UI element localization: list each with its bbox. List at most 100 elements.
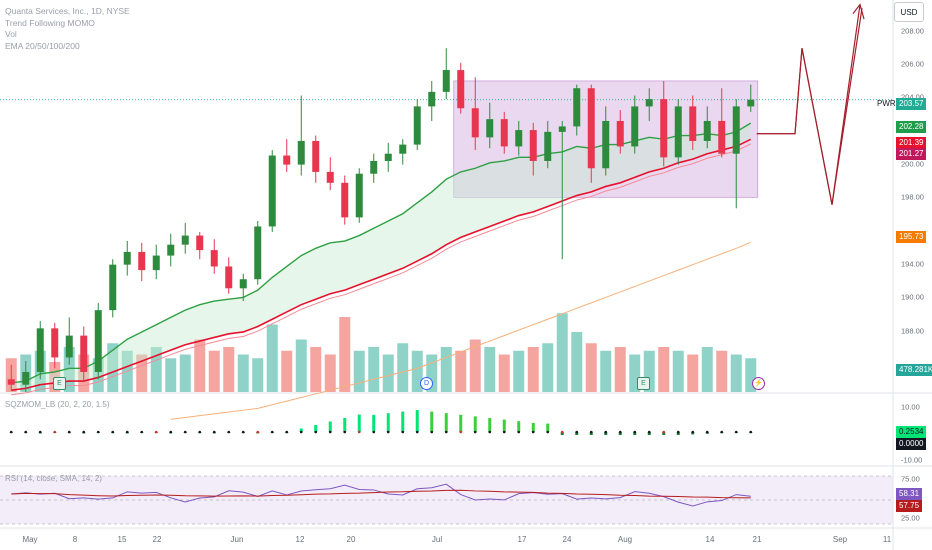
volume-bar	[513, 350, 525, 392]
volume-bar	[600, 350, 612, 392]
candle-body	[689, 106, 697, 141]
volume-bar	[745, 358, 757, 392]
earnings-badge[interactable]: E	[637, 377, 650, 390]
candle-body	[587, 88, 595, 169]
volume-bar	[556, 313, 568, 392]
volume-bar	[339, 317, 351, 392]
volume-bar	[368, 347, 380, 392]
squeeze-dot	[24, 430, 28, 434]
squeeze-dot	[357, 430, 361, 434]
squeeze-dot	[328, 430, 332, 434]
candle-body	[515, 130, 523, 147]
momentum-bar	[502, 419, 506, 432]
momentum-bar	[647, 432, 651, 435]
candle-body	[399, 144, 407, 154]
candle-body	[645, 99, 653, 107]
squeeze-dot	[691, 430, 695, 434]
time-axis-label: 14	[705, 535, 715, 544]
squeeze-dot	[38, 430, 42, 434]
volume-bar	[426, 354, 438, 392]
volume-bar	[672, 350, 684, 392]
time-axis-label: 12	[295, 535, 305, 544]
candle-body	[341, 182, 349, 218]
momentum-bar	[546, 423, 550, 432]
candle-body	[370, 160, 378, 174]
legend-symbol[interactable]: Quanta Services, Inc., 1D, NYSE	[5, 6, 130, 16]
volume-bar	[353, 350, 365, 392]
candle-body	[283, 155, 291, 165]
volume-bar	[179, 354, 191, 392]
earnings-badge[interactable]: E	[53, 377, 66, 390]
squeeze-dot	[67, 430, 71, 434]
momentum-bar	[401, 411, 405, 432]
legend-indicator-ema[interactable]: EMA 20/50/100/200	[5, 40, 80, 51]
squeeze-dot	[372, 430, 376, 434]
time-axis-label: 11	[882, 535, 892, 544]
momentum-bar	[357, 414, 361, 432]
volume-bar	[527, 347, 539, 392]
momentum-bar	[575, 432, 579, 435]
volume-bar	[585, 343, 597, 392]
momentum-bar	[560, 432, 564, 435]
candle-body	[747, 99, 755, 107]
time-axis-label: 8	[72, 535, 78, 544]
candle-body	[181, 235, 189, 245]
candle-body	[413, 106, 421, 145]
momentum-bar	[386, 413, 390, 432]
squeeze-dot	[604, 430, 608, 434]
legend-indicator-vol[interactable]: Vol	[5, 29, 17, 39]
momentum-bar	[444, 413, 448, 432]
candle-body	[384, 153, 392, 161]
candle-body	[210, 250, 218, 267]
squeeze-dot	[720, 430, 724, 434]
price-axis-label: 198.00	[901, 192, 924, 202]
ema-fast-line	[11, 122, 752, 384]
rsi-pane-label[interactable]: RSI (14, close, SMA, 14, 2)	[5, 474, 102, 483]
event-flash-badge[interactable]: ⚡	[752, 377, 765, 390]
momentum-axis-label: 10.00	[901, 402, 920, 412]
squeeze-dot	[749, 430, 753, 434]
candle-body	[442, 70, 450, 92]
squeeze-dot	[488, 430, 492, 434]
legend-indicator-momo[interactable]: Trend Following MOMO	[5, 17, 95, 28]
currency-button[interactable]: USD	[894, 2, 924, 22]
squeeze-dot	[401, 430, 405, 434]
squeeze-dot	[212, 430, 216, 434]
squeeze-dot	[560, 430, 564, 434]
candle-body	[703, 120, 711, 141]
volume-bar	[266, 324, 278, 392]
squeeze-dot	[343, 430, 347, 434]
ema-fast-tag: 202.28	[896, 121, 927, 133]
volume-bar	[701, 347, 713, 392]
squeeze-dot	[227, 430, 231, 434]
price-axis-label: 204.00	[901, 92, 924, 102]
candle-body	[297, 140, 305, 165]
last-price-tag: 203.57	[896, 98, 927, 110]
momentum-bar	[473, 416, 477, 432]
time-axis-label: 20	[346, 535, 356, 544]
candle-body	[80, 335, 88, 372]
squeeze-dot	[140, 430, 144, 434]
squeeze-dot	[198, 430, 202, 434]
candle-body	[326, 171, 334, 183]
momentum-bar	[314, 425, 318, 432]
volume-bar	[382, 354, 394, 392]
candle-body	[732, 106, 740, 154]
momentum-bar	[517, 421, 521, 432]
time-axis-label: 17	[517, 535, 527, 544]
candle-body	[718, 120, 726, 154]
volume-bar	[237, 354, 249, 392]
momentum-bar	[343, 418, 347, 432]
candle-body	[65, 335, 73, 358]
projection-arrowhead	[852, 3, 865, 20]
volume-bar	[730, 354, 742, 392]
dividend-badge[interactable]: D	[420, 377, 433, 390]
rsi-ma-tag: 57.75	[896, 500, 923, 512]
momentum-value-tag: 0.2534	[896, 426, 927, 438]
volume-bar	[614, 347, 626, 392]
momentum-pane-label[interactable]: SQZMOM_LB (20, 2, 20, 1.5)	[5, 400, 110, 409]
squeeze-dot	[169, 430, 173, 434]
volume-tag: 478.281K	[896, 364, 932, 376]
time-axis-label: Aug	[617, 535, 633, 544]
